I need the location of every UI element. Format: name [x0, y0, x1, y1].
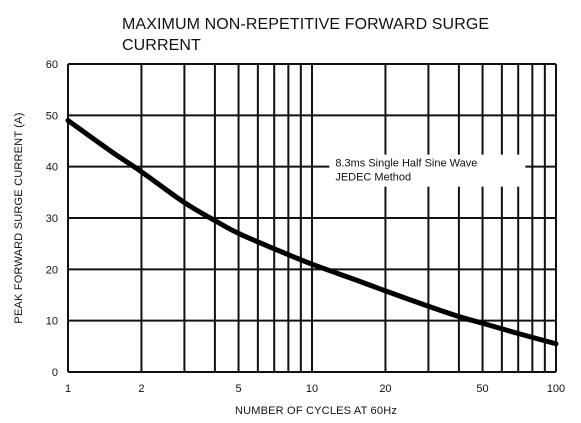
x-tick-label: 50 [476, 383, 488, 395]
x-tick-label: 20 [379, 383, 391, 395]
x-tick-label: 2 [138, 383, 144, 395]
y-tick-label: 60 [46, 59, 58, 71]
y-tick-label: 50 [46, 110, 58, 122]
y-tick-label: 10 [46, 316, 58, 328]
chart-title-line-2: CURRENT [122, 37, 201, 54]
x-tick-label: 1 [65, 383, 71, 395]
axis-ticks: 0 10 20 30 40 50 60 1 2 5 10 20 50 100 [46, 59, 565, 395]
x-axis-label: NUMBER OF CYCLES AT 60Hz [235, 405, 397, 417]
x-tick-label: 10 [306, 383, 318, 395]
y-tick-label: 20 [46, 264, 58, 276]
series [65, 117, 559, 347]
annotation-box [329, 154, 526, 187]
annotation-line: JEDEC Method [335, 172, 411, 184]
annotation-line: 8.3ms Single Half Sine Wave [335, 158, 477, 170]
annotation: 8.3ms Single Half Sine Wave JEDEC Method [329, 154, 526, 187]
y-tick-label: 40 [46, 162, 58, 174]
y-tick-label: 30 [46, 213, 58, 225]
chart-title-line-1: MAXIMUM NON-REPETITIVE FORWARD SURGE [122, 16, 489, 33]
axis-labels: NUMBER OF CYCLES AT 60Hz PEAK FORWARD SU… [13, 112, 397, 417]
surge-current-curve [65, 117, 559, 347]
y-axis-label: PEAK FORWARD SURGE CURRENT (A) [13, 112, 25, 323]
y-tick-label: 0 [52, 367, 58, 379]
x-tick-label: 5 [235, 383, 241, 395]
x-tick-label: 100 [547, 383, 565, 395]
chart-title: MAXIMUM NON-REPETITIVE FORWARD SURGE CUR… [122, 16, 489, 54]
